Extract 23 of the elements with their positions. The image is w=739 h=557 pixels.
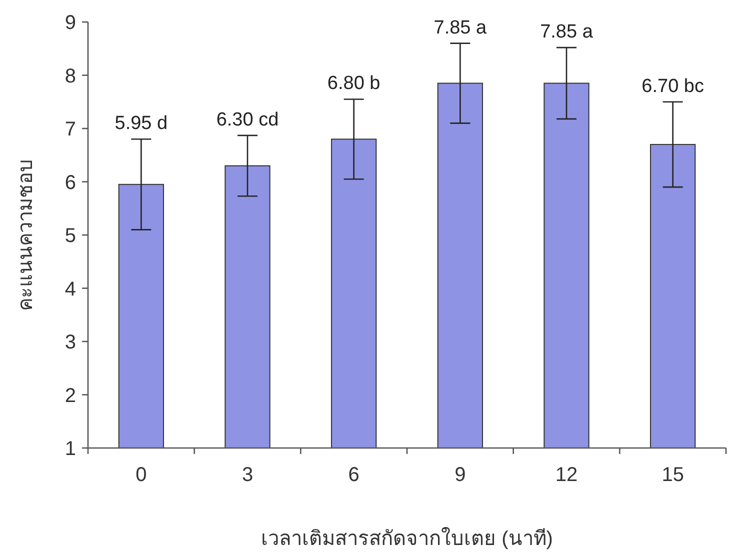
x-axis-title: เวลาเติมสารสกัดจากใบเตย (นาที) xyxy=(261,527,553,550)
y-tick-label: 8 xyxy=(64,65,76,88)
data-label: 7.85 a xyxy=(540,22,594,43)
y-tick-label: 7 xyxy=(64,118,76,140)
data-label: 6.30 cd xyxy=(216,109,279,130)
data-label: 7.85 a xyxy=(434,17,488,38)
data-label: 6.80 b xyxy=(327,73,380,94)
x-tick-label: 12 xyxy=(555,464,578,486)
data-label: 6.70 bc xyxy=(642,76,704,97)
data-label: 5.95 d xyxy=(114,113,168,134)
x-tick-label: 0 xyxy=(136,464,147,486)
x-tick-label: 15 xyxy=(662,464,684,486)
y-axis-title: คะแนนความชอบ xyxy=(15,159,37,311)
y-tick-label: 5 xyxy=(64,225,76,247)
y-tick-label: 2 xyxy=(64,384,76,407)
y-tick-label: 3 xyxy=(64,332,76,354)
y-tick-label: 6 xyxy=(64,172,76,194)
x-tick-label: 6 xyxy=(348,464,360,486)
x-tick-label: 9 xyxy=(454,464,466,486)
x-tick-label: 3 xyxy=(242,464,254,486)
y-tick-label: 1 xyxy=(64,438,76,460)
y-tick-label: 4 xyxy=(64,278,76,300)
y-tick-label: 9 xyxy=(64,12,76,34)
